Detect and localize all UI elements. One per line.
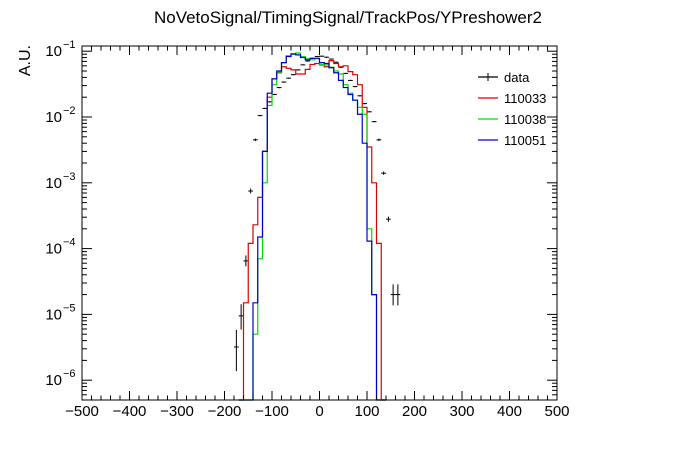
series-data-point	[248, 188, 254, 194]
y-tick-label: 10	[45, 43, 62, 60]
series-data-point	[366, 111, 372, 113]
series-layer	[233, 52, 401, 401]
series-data-point	[395, 284, 401, 306]
y-tick-exponent: −3	[63, 171, 76, 183]
x-tick-label: 500	[544, 403, 569, 420]
legend-entry-110033: 110033	[478, 91, 546, 106]
series-data-point	[347, 79, 353, 82]
x-tick-label: −300	[160, 403, 194, 420]
legend-entry-data: data	[478, 70, 530, 85]
legend-label: 110033	[504, 91, 546, 106]
legend: data 110033 110038 110051	[478, 70, 546, 148]
y-tick-exponent: −1	[63, 39, 76, 51]
series-data-point	[300, 64, 306, 66]
y-tick-exponent: −4	[63, 237, 76, 249]
series-data-point	[238, 304, 244, 330]
series-data-point	[314, 55, 320, 58]
series-data-point	[371, 121, 377, 123]
series-data-point	[267, 101, 273, 103]
series-data-point	[385, 216, 391, 222]
y-tick-label: 10	[45, 306, 62, 323]
series-110051-line	[238, 53, 386, 401]
x-tick-label: 300	[449, 403, 474, 420]
chart-title: NoVetoSignal/TimingSignal/TrackPos/YPres…	[154, 8, 542, 27]
x-tick-label: −100	[255, 403, 289, 420]
series-data-point	[257, 115, 263, 117]
x-tick-label: −200	[208, 403, 242, 420]
y-tick-exponent: −5	[63, 302, 76, 314]
series-data-point	[286, 77, 292, 79]
legend-entry-110051: 110051	[478, 133, 546, 148]
series-data-point	[295, 69, 301, 71]
series-data-point	[376, 138, 382, 142]
legend-label: 110051	[504, 133, 546, 148]
y-axis-label: A.U.	[17, 45, 34, 76]
series-data-point	[319, 55, 325, 57]
series-data-point	[276, 86, 282, 89]
x-tick-label: 0	[315, 403, 323, 420]
series-110038-line	[238, 52, 386, 401]
series-data-point	[357, 95, 363, 97]
y-tick-label: 10	[45, 372, 62, 389]
series-data-point	[333, 61, 339, 63]
y-tick-label: 10	[45, 241, 62, 258]
plot-frame	[81, 45, 558, 401]
series-110033-line	[238, 59, 386, 401]
y-tick-exponent: −2	[63, 105, 76, 117]
series-data-point	[390, 284, 396, 306]
series-data-point	[271, 93, 277, 96]
series-data-point	[328, 58, 334, 60]
series-data-point	[381, 171, 387, 175]
series-data-point	[352, 85, 358, 88]
x-tick-label: −400	[113, 403, 147, 420]
x-tick-label: −500	[65, 403, 99, 420]
series-data-point	[362, 102, 368, 105]
series-data-point	[233, 329, 239, 372]
legend-label: 110038	[504, 112, 546, 127]
series-data-point	[343, 72, 349, 74]
y-tick-exponent: −6	[63, 368, 76, 380]
series-data-point	[281, 81, 287, 83]
y-tick-label: 10	[45, 109, 62, 126]
x-axis-ticks: −500 −400 −300 −200 −100 0 100 200 300 400 500	[65, 46, 570, 420]
y-tick-label: 10	[45, 175, 62, 192]
series-data-point	[305, 60, 311, 62]
series-data-point	[252, 138, 258, 142]
series-data-point	[290, 74, 296, 76]
y-axis-ticks: 10−610−510−410−310−210−1	[45, 39, 557, 401]
series-data-point	[324, 56, 330, 58]
legend-entry-110038: 110038	[478, 112, 546, 127]
legend-label: data	[504, 70, 530, 85]
x-tick-label: 100	[354, 403, 379, 420]
series-data-point	[262, 107, 268, 110]
series-data-points	[233, 55, 401, 372]
axes	[81, 45, 558, 401]
series-data-point	[243, 255, 249, 267]
x-tick-label: 400	[497, 403, 522, 420]
x-tick-label: 200	[402, 403, 427, 420]
